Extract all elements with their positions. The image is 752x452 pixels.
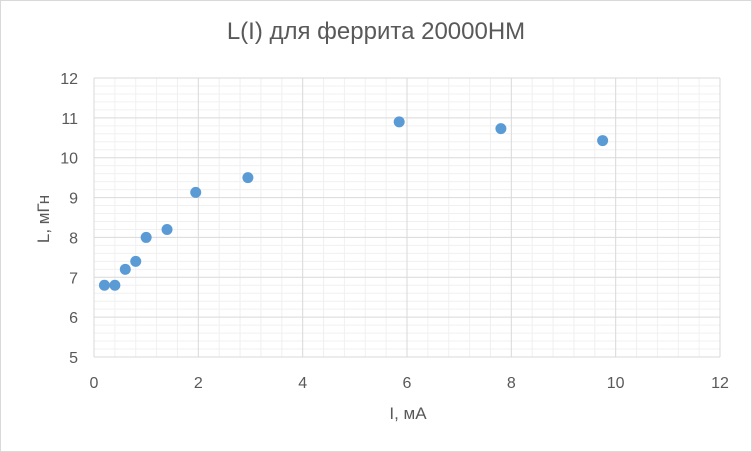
x-tick-label: 12 [711, 375, 729, 392]
data-point [109, 279, 121, 291]
data-point [119, 263, 131, 275]
x-tick-labels: 0 2 4 6 8 10 12 [90, 375, 729, 392]
y-tick-label: 6 [69, 310, 78, 327]
x-tick-label: 10 [607, 375, 625, 392]
y-tick-label: 5 [69, 350, 78, 367]
y-tick-label: 11 [61, 111, 78, 128]
data-point [130, 255, 142, 267]
x-tick-label: 4 [298, 375, 307, 392]
data-point [242, 172, 254, 184]
data-point [190, 186, 202, 198]
x-tick-label: 6 [403, 375, 412, 392]
y-tick-label: 7 [69, 270, 78, 287]
y-axis-title: L, мГн [34, 195, 53, 243]
data-points [98, 116, 609, 291]
data-point [495, 123, 507, 135]
y-tick-label: 10 [60, 151, 78, 168]
x-axis-title: I, мА [389, 404, 427, 423]
data-point [161, 223, 173, 235]
x-tick-label: 8 [507, 375, 516, 392]
data-point [597, 135, 609, 147]
chart-title: L(I) для феррита 20000НМ [226, 18, 526, 45]
data-point [393, 116, 405, 128]
data-point [98, 279, 110, 291]
data-point [140, 231, 152, 243]
major-gridlines [93, 77, 721, 358]
y-tick-label: 12 [60, 71, 78, 88]
x-tick-label: 0 [90, 375, 99, 392]
y-tick-label: 9 [69, 191, 78, 208]
x-tick-label: 2 [194, 375, 203, 392]
y-tick-labels: 5 6 7 8 9 10 11 12 [60, 71, 78, 367]
y-tick-label: 8 [69, 230, 78, 247]
